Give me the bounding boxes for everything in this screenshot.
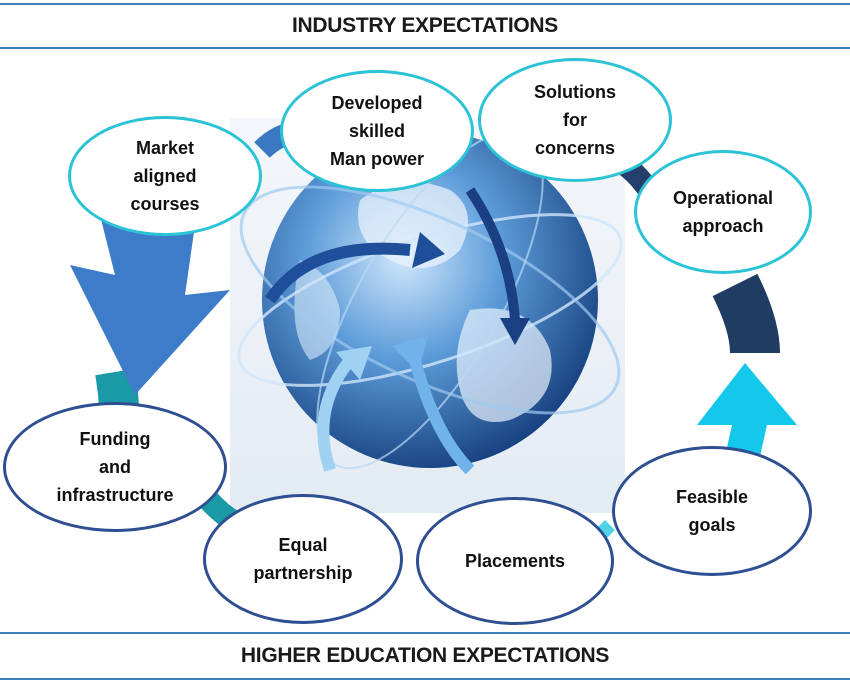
node-label: Developed skilled Man power (329, 93, 424, 169)
ring-segment-right (712, 273, 780, 354)
up-arrow-icon (697, 363, 797, 470)
globe-icon (237, 130, 623, 475)
node-label: Placements (464, 551, 566, 571)
node-label: Market aligned courses (130, 138, 200, 214)
node-label: Operational approach (672, 188, 774, 236)
node-equal-partnership: Equal partnership (203, 494, 403, 624)
node-label: Funding and infrastructure (56, 429, 174, 505)
node-label: Equal partnership (253, 535, 353, 583)
node-operational-approach: Operational approach (634, 150, 812, 274)
node-solutions-for-concerns: Solutions for concerns (478, 58, 672, 182)
node-funding-and-infrastructure: Funding and infrastructure (3, 402, 227, 532)
node-developed-skilled-manpower: Developed skilled Man power (280, 70, 474, 192)
node-label: Solutions for concerns (534, 82, 616, 158)
industry-expectations-banner: INDUSTRY EXPECTATIONS (0, 3, 850, 49)
node-market-aligned-courses: Market aligned courses (68, 116, 262, 236)
node-placements: Placements (416, 497, 614, 625)
node-label: Feasible goals (675, 487, 749, 535)
down-arrow-icon (70, 207, 230, 395)
higher-education-expectations-banner: HIGHER EDUCATION EXPECTATIONS (0, 632, 850, 680)
node-feasible-goals: Feasible goals (612, 446, 812, 576)
